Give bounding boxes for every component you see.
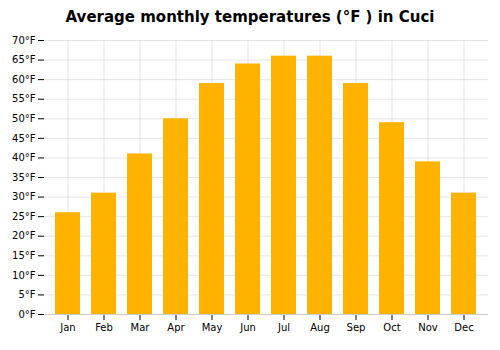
svg-text:Dec: Dec xyxy=(454,322,473,333)
html-text:Average monthly temperatures (: Average monthly temperatures (°F ) in Cu… xyxy=(65,8,435,26)
svg-text:15°F: 15°F xyxy=(12,250,36,261)
svg-text:Jun: Jun xyxy=(239,322,256,333)
svg-text:40°F: 40°F xyxy=(12,152,36,163)
svg-text:Nov: Nov xyxy=(418,322,438,333)
svg-text:45°F: 45°F xyxy=(12,133,36,144)
svg-text:50°F: 50°F xyxy=(12,113,36,124)
svg-text:30°F: 30°F xyxy=(12,191,36,202)
svg-text:20°F: 20°F xyxy=(12,230,36,241)
svg-text:10°F: 10°F xyxy=(12,270,36,281)
svg-text:70°F: 70°F xyxy=(12,35,36,46)
svg-text:5°F: 5°F xyxy=(18,289,35,300)
svg-text:0°F: 0°F xyxy=(18,309,35,320)
svg-text:Jan: Jan xyxy=(59,322,75,333)
svg-text:60°F: 60°F xyxy=(12,74,36,85)
svg-text:Oct: Oct xyxy=(383,322,400,333)
svg-text:Feb: Feb xyxy=(95,322,113,333)
svg-text:55°F: 55°F xyxy=(12,93,36,104)
svg-text:Apr: Apr xyxy=(167,322,185,333)
svg-text:Sep: Sep xyxy=(347,322,366,333)
svg-text:25°F: 25°F xyxy=(12,211,36,222)
svg-text:May: May xyxy=(202,322,223,333)
svg-text:35°F: 35°F xyxy=(12,172,36,183)
svg-text:Aug: Aug xyxy=(310,322,330,333)
svg-text:Mar: Mar xyxy=(131,322,151,333)
svg-text:Jul: Jul xyxy=(277,322,290,333)
svg-text:65°F: 65°F xyxy=(12,54,36,65)
